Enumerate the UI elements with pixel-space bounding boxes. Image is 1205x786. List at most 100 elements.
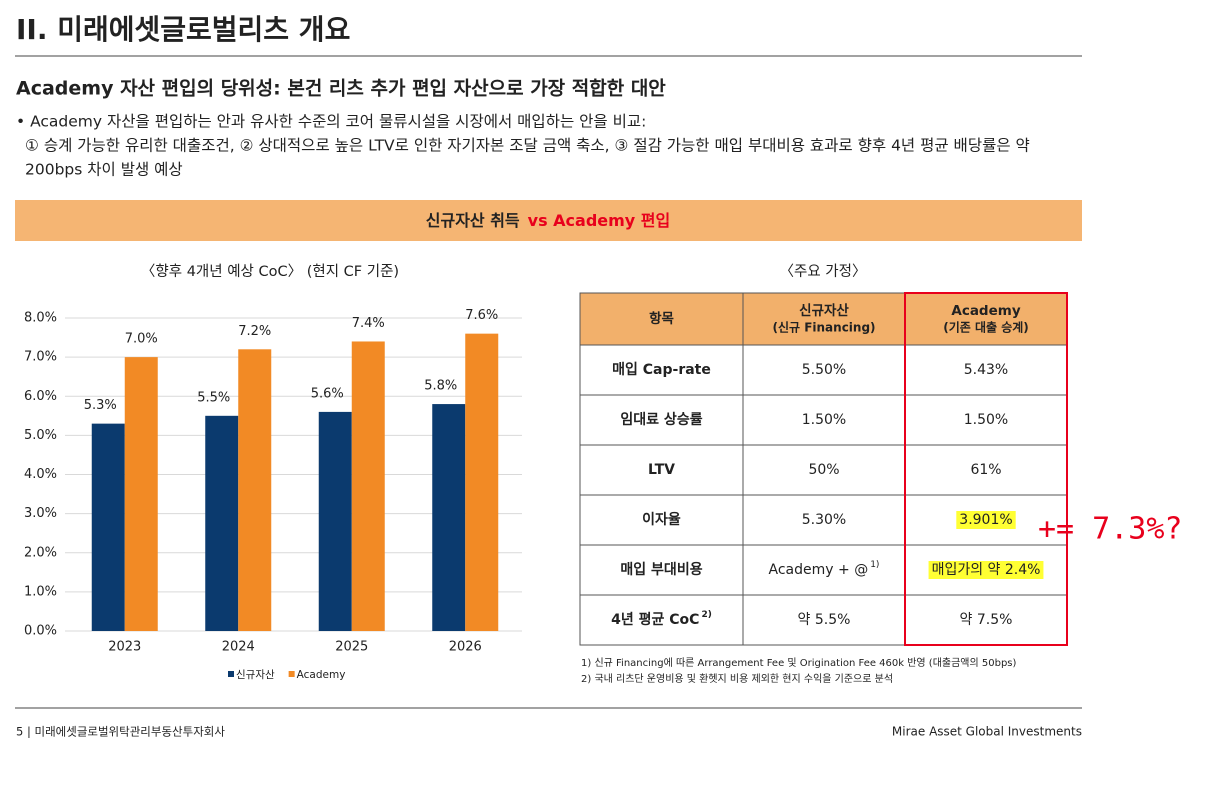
y-tick-label: 8.0% xyxy=(24,311,57,326)
cell-value: 50% xyxy=(808,462,839,478)
y-tick-label: 4.0% xyxy=(24,467,57,482)
cell-value: 약 5.5% xyxy=(798,612,851,628)
table-cell xyxy=(742,344,906,396)
cell-value: 매입 Cap-rate xyxy=(612,362,711,378)
table-cell xyxy=(904,444,1068,496)
chart: 0.0% 1.0% 2.0% 3.0% 4.0% 5.0% 6.0% 7.0% 8.0% 2023… xyxy=(24,308,522,681)
bar xyxy=(465,333,499,631)
cell-value: 약 7.5% xyxy=(960,612,1013,628)
header-text: 항목 xyxy=(649,310,674,327)
x-tick-label: 2026 xyxy=(449,640,482,655)
cell-text: 61% xyxy=(970,462,1001,478)
header-text: 신규자산 xyxy=(799,302,849,319)
y-tick-label: 7.0% xyxy=(24,350,57,365)
cell-value: 3.901% xyxy=(959,512,1012,528)
footnote: 2) 국내 리츠단 운영비용 및 환헷지 비용 제외한 현지 수익을 기준으로 … xyxy=(581,673,893,685)
cell-text: 5.50% xyxy=(802,362,846,378)
page-title: II. 미래에셋글로벌리츠 개요 xyxy=(16,13,350,46)
cell-value: 매입가의 약 2.4% xyxy=(932,562,1041,578)
emphasis-box xyxy=(904,292,1068,646)
cell-value: 61% xyxy=(970,462,1001,478)
data-label: 7.0% xyxy=(125,332,158,347)
cell-text: 50% xyxy=(808,462,839,478)
cell-note: 1) xyxy=(870,560,879,570)
legend-label: Academy xyxy=(297,669,346,681)
footer-left: 5 | 미래에셋글로벌위탁관리부동산투자회사 xyxy=(16,725,225,739)
banner xyxy=(15,200,1082,241)
y-tick-label: 1.0% xyxy=(24,584,57,599)
data-label: 5.8% xyxy=(424,379,457,394)
data-label: 5.5% xyxy=(197,390,230,405)
y-tick-label: 2.0% xyxy=(24,545,57,560)
cell-value: 5.30% xyxy=(802,512,846,528)
y-tick-label: 3.0% xyxy=(24,506,57,521)
y-tick-label: 6.0% xyxy=(24,389,57,404)
cell-text: 매입 Cap-rate xyxy=(612,362,711,378)
header-text: (기존 대출 승계) xyxy=(943,320,1029,335)
x-tick-label: 2024 xyxy=(222,640,255,655)
legend-label: 신규자산 xyxy=(236,669,275,681)
bullet-line: 200bps 차이 발생 예상 xyxy=(25,161,183,179)
cell-value: 이자율 xyxy=(642,511,681,528)
table-cell xyxy=(742,444,906,496)
cell-value: 1.50% xyxy=(802,412,846,428)
table-cell xyxy=(742,544,906,596)
bar xyxy=(205,415,239,631)
cell-text: 매입가의 약 2.4% xyxy=(932,562,1041,578)
bar xyxy=(432,404,466,631)
legend-swatch xyxy=(228,671,234,677)
cell-text: 4년 평균 CoC 2) xyxy=(611,610,712,629)
highlight xyxy=(928,561,1044,579)
y-tick-label: 5.0% xyxy=(24,428,57,443)
bullet-line: ① 승계 가능한 유리한 대출조건, ② 상대적으로 높은 LTV로 인한 자기… xyxy=(25,137,1030,155)
table-cell xyxy=(904,394,1068,446)
data-label: 7.4% xyxy=(352,316,385,331)
header-text: (신규 Financing) xyxy=(772,320,875,335)
subtitle: Academy 자산 편입의 당위성: 본건 리츠 추가 편입 자산으로 가장 … xyxy=(16,78,666,100)
table-cell xyxy=(579,394,744,446)
footer-right: Mirae Asset Global Investments xyxy=(892,725,1082,739)
chart-title: 〈향후 4개년 예상 CoC〉 (현지 CF 기준) xyxy=(141,263,399,280)
table-cell xyxy=(904,594,1068,646)
cell-value: 1.50% xyxy=(964,412,1008,428)
cell-value: 5.43% xyxy=(964,362,1008,378)
handwritten-note: += 7.3%? xyxy=(1038,512,1183,547)
x-tick-label: 2025 xyxy=(335,640,368,655)
bar xyxy=(91,423,125,631)
x-tick-label: 2023 xyxy=(108,640,141,655)
banner-text: 신규자산 취득 vs Academy 편입 xyxy=(426,211,671,230)
cell-value: 5.50% xyxy=(802,362,846,378)
cell-text: 매입 부대비용 xyxy=(620,562,702,578)
highlight xyxy=(956,511,1016,529)
data-label: 7.6% xyxy=(465,308,498,323)
table-caption: 〈주요 가정〉 xyxy=(780,263,867,280)
table: 항목 신규자산(신규 Financing) Academy(기존 대출 승계) 매입 … xyxy=(579,292,1068,646)
data-label: 7.2% xyxy=(238,324,271,339)
cell-text: Academy + @1) xyxy=(769,560,880,579)
banner-part: vs Academy 편입 xyxy=(528,211,671,230)
bar xyxy=(351,341,385,631)
header-cell xyxy=(579,292,744,346)
cell-text: 이자율 xyxy=(642,511,681,528)
header-text: Academy xyxy=(951,303,1020,319)
cell-text: 임대료 상승률 xyxy=(620,411,702,428)
cell-value: LTV xyxy=(648,462,675,478)
cell-text: LTV xyxy=(648,462,675,478)
cell-value: 4년 평균 CoC xyxy=(611,611,699,628)
legend-swatch xyxy=(288,671,295,677)
banner-part: 신규자산 취득 xyxy=(426,211,520,230)
footnote: 1) 신규 Financing에 따른 Arrangement Fee 및 Or… xyxy=(581,657,1017,669)
cell-value: Academy + @ xyxy=(769,562,869,578)
header-cell xyxy=(904,292,1068,346)
cell-text: 1.50% xyxy=(964,412,1008,428)
cell-value: 매입 부대비용 xyxy=(620,562,702,578)
cell-text: 3.901% xyxy=(959,512,1012,528)
cell-text: 약 7.5% xyxy=(960,612,1013,628)
y-tick-label: 0.0% xyxy=(24,624,57,639)
cell-text: 5.43% xyxy=(964,362,1008,378)
data-label: 5.3% xyxy=(84,398,117,413)
table-cell xyxy=(579,344,744,396)
bar xyxy=(124,357,158,631)
header-cell xyxy=(742,292,906,346)
